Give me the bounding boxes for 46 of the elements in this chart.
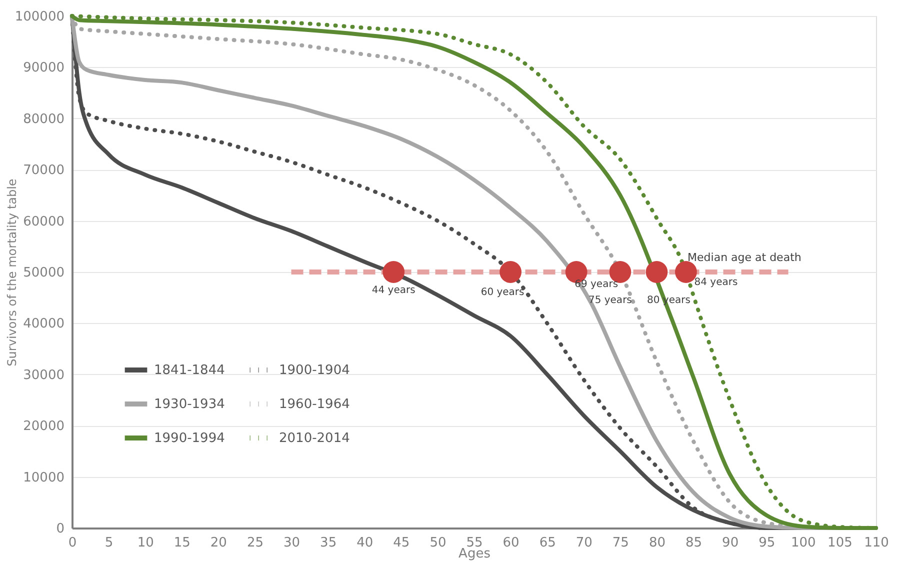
x-tick-label: 75 — [612, 536, 629, 550]
annotation: 44 years — [372, 285, 416, 296]
y-tick-label: 100000 — [14, 10, 64, 24]
legend-label: 1990-1994 — [154, 431, 225, 446]
y-tick-label: 0 — [56, 522, 64, 536]
x-tick-label: 20 — [210, 536, 227, 550]
x-tick-label: 50 — [430, 536, 446, 550]
x-tick-label: 15 — [174, 536, 190, 550]
x-tick-label: 60 — [502, 536, 520, 550]
x-tick-label: 0 — [68, 536, 77, 550]
annotation: 84 years — [694, 277, 738, 288]
y-tick-label: 20000 — [23, 419, 64, 434]
legend-label: 1841-1844 — [154, 363, 225, 378]
annotation: Median age at death — [688, 251, 802, 264]
y-tick-label: 30000 — [23, 368, 64, 383]
x-tick-label: 70 — [576, 536, 592, 550]
annotation: 75 years — [588, 295, 632, 306]
x-tick-label: 65 — [539, 536, 556, 550]
annotation: 69 years — [574, 279, 618, 290]
x-tick-label: 105 — [828, 536, 852, 550]
x-tick-label: 5 — [104, 536, 114, 550]
x-tick-label: 95 — [758, 536, 776, 550]
y-tick-label: 80000 — [23, 112, 64, 127]
y-tick-label: 90000 — [23, 60, 64, 76]
y-tick-label: 60000 — [23, 214, 64, 230]
legend-label: 2010-2014 — [279, 431, 350, 446]
y-tick-label: 50000 — [23, 266, 64, 280]
y-tick-label: 70000 — [23, 163, 64, 178]
y-axis-title: Survivors of the mortality table — [4, 178, 19, 366]
x-tick-label: 35 — [320, 536, 337, 550]
x-tick-label: 85 — [686, 536, 702, 550]
x-tick-label: 10 — [137, 536, 154, 550]
x-tick-label: 30 — [284, 536, 300, 550]
y-tick-label: 40000 — [23, 316, 64, 332]
x-tick-label: 45 — [393, 536, 410, 550]
x-tick-label: 40 — [356, 536, 374, 550]
x-tick-label: 90 — [722, 536, 739, 550]
x-tick-label: 100 — [790, 536, 816, 550]
y-tick-label: 10000 — [23, 470, 64, 486]
legend-label: 1930-1934 — [154, 397, 225, 412]
annotation: 60 years — [480, 287, 524, 298]
x-tick-label: 110 — [864, 536, 889, 550]
legend-label: 1900-1904 — [279, 363, 350, 378]
legend-label: 1960-1964 — [279, 397, 350, 412]
x-tick-label: 80 — [648, 536, 666, 550]
x-tick-label: 25 — [246, 536, 264, 550]
